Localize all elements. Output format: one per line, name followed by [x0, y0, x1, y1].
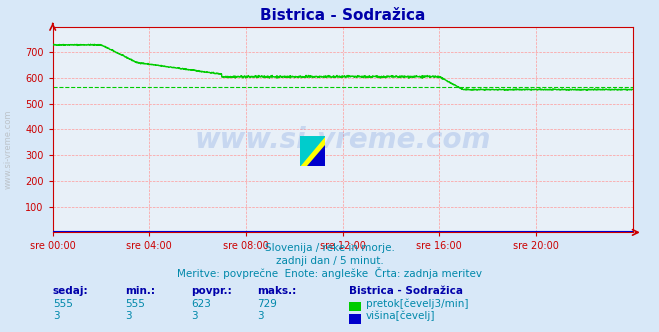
Text: 3: 3 — [257, 311, 264, 321]
Text: 555: 555 — [53, 299, 72, 309]
Text: 3: 3 — [191, 311, 198, 321]
Text: 3: 3 — [125, 311, 132, 321]
Text: Slovenija / reke in morje.: Slovenija / reke in morje. — [264, 243, 395, 253]
Text: 555: 555 — [125, 299, 145, 309]
Text: Meritve: povprečne  Enote: angleške  Črta: zadnja meritev: Meritve: povprečne Enote: angleške Črta:… — [177, 267, 482, 279]
Text: višina[čevelj]: višina[čevelj] — [366, 311, 435, 321]
Text: 3: 3 — [53, 311, 59, 321]
Text: sedaj:: sedaj: — [53, 286, 88, 296]
Polygon shape — [300, 136, 325, 166]
Title: Bistrica - Sodražica: Bistrica - Sodražica — [260, 8, 425, 23]
Text: povpr.:: povpr.: — [191, 286, 232, 296]
Text: Bistrica - Sodražica: Bistrica - Sodražica — [349, 286, 463, 296]
Bar — [349, 314, 361, 324]
Text: min.:: min.: — [125, 286, 156, 296]
Bar — [349, 302, 361, 311]
Text: 623: 623 — [191, 299, 211, 309]
Polygon shape — [300, 136, 325, 166]
Text: www.si-vreme.com: www.si-vreme.com — [194, 126, 491, 154]
Text: maks.:: maks.: — [257, 286, 297, 296]
Text: zadnji dan / 5 minut.: zadnji dan / 5 minut. — [275, 256, 384, 266]
Text: pretok[čevelj3/min]: pretok[čevelj3/min] — [366, 298, 469, 309]
Text: 729: 729 — [257, 299, 277, 309]
Polygon shape — [307, 145, 325, 166]
Text: www.si-vreme.com: www.si-vreme.com — [3, 110, 13, 189]
